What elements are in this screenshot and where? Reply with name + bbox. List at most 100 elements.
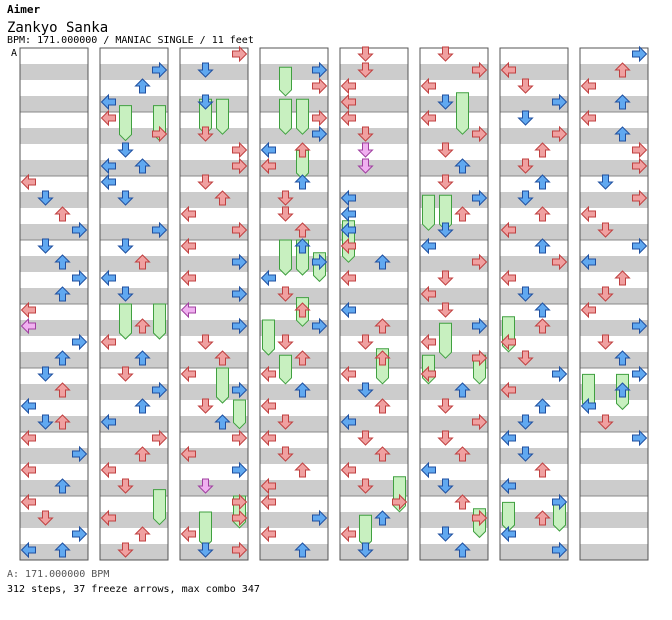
beat-band	[260, 416, 328, 432]
beat-band	[20, 480, 88, 496]
beat-band	[580, 128, 648, 144]
beat-band	[260, 480, 328, 496]
down-arrow	[357, 542, 374, 558]
down-arrow	[357, 334, 374, 350]
right-arrow	[152, 61, 168, 79]
beat-band	[580, 96, 648, 112]
freeze-arrow	[439, 322, 452, 359]
up-arrow	[54, 206, 71, 222]
step-column	[339, 46, 409, 561]
beat-band	[180, 512, 248, 528]
beat-band	[100, 192, 168, 208]
beat-band	[20, 96, 88, 112]
right-arrow	[552, 541, 568, 559]
beat-band	[580, 224, 648, 240]
left-arrow	[340, 269, 356, 287]
up-arrow	[614, 350, 631, 366]
beat-band	[500, 352, 568, 368]
left-arrow	[100, 157, 116, 175]
beat-band	[420, 224, 488, 240]
beat-band	[180, 288, 248, 304]
up-arrow	[54, 254, 71, 270]
right-arrow	[232, 45, 248, 63]
right-arrow	[232, 541, 248, 559]
beat-band	[580, 480, 648, 496]
beat-band	[500, 192, 568, 208]
right-arrow	[632, 45, 648, 63]
beat-band	[20, 352, 88, 368]
beat-band	[20, 544, 88, 560]
beat-band	[500, 160, 568, 176]
beat-band	[340, 192, 408, 208]
up-arrow	[134, 78, 151, 94]
down-arrow	[517, 446, 534, 462]
beat-band	[500, 256, 568, 272]
up-arrow	[294, 222, 311, 238]
column-border	[19, 47, 89, 561]
left-arrow	[500, 221, 516, 239]
up-arrow	[534, 462, 551, 478]
right-arrow	[552, 365, 568, 383]
beat-band	[20, 384, 88, 400]
right-arrow	[472, 349, 488, 367]
freeze-arrow	[233, 399, 246, 430]
beat-band	[20, 416, 88, 432]
down-arrow	[597, 334, 614, 350]
beat-band	[580, 320, 648, 336]
beat-band	[420, 128, 488, 144]
down-arrow	[517, 78, 534, 94]
up-arrow	[214, 414, 231, 430]
beat-band	[340, 352, 408, 368]
up-arrow	[374, 398, 391, 414]
left-arrow	[580, 397, 596, 415]
down-arrow	[197, 174, 214, 190]
step-column	[419, 46, 489, 561]
beat-band	[580, 384, 648, 400]
left-arrow	[420, 365, 436, 383]
left-arrow	[100, 109, 116, 127]
up-arrow	[614, 62, 631, 78]
up-arrow	[374, 350, 391, 366]
right-arrow	[72, 269, 88, 287]
beat-band	[260, 544, 328, 560]
beat-band	[500, 64, 568, 80]
beat-band	[100, 416, 168, 432]
step-stats: 312 steps, 37 freeze arrows, max combo 3…	[7, 584, 260, 595]
up-arrow	[54, 382, 71, 398]
left-arrow	[340, 365, 356, 383]
down-arrow	[357, 158, 374, 174]
up-arrow	[54, 478, 71, 494]
freeze-arrow	[153, 489, 166, 526]
down-arrow	[437, 398, 454, 414]
down-arrow	[117, 478, 134, 494]
beat-band	[100, 384, 168, 400]
right-arrow	[632, 157, 648, 175]
beat-band	[340, 96, 408, 112]
down-arrow	[117, 238, 134, 254]
right-arrow	[232, 509, 248, 527]
beat-band	[20, 288, 88, 304]
left-arrow	[100, 509, 116, 527]
up-arrow	[294, 350, 311, 366]
right-arrow	[232, 253, 248, 271]
beat-band	[420, 288, 488, 304]
freeze-arrow	[279, 98, 292, 135]
left-arrow	[100, 173, 116, 191]
up-arrow	[134, 446, 151, 462]
left-arrow	[180, 365, 196, 383]
up-arrow	[134, 398, 151, 414]
down-arrow	[197, 542, 214, 558]
up-arrow	[454, 446, 471, 462]
up-arrow	[374, 446, 391, 462]
beat-band	[340, 288, 408, 304]
beat-band	[500, 448, 568, 464]
up-arrow	[294, 542, 311, 558]
down-arrow	[197, 334, 214, 350]
beat-band	[100, 288, 168, 304]
beat-band	[580, 512, 648, 528]
freeze-arrow	[216, 98, 229, 135]
beat-band	[180, 544, 248, 560]
left-arrow	[420, 333, 436, 351]
down-arrow	[517, 286, 534, 302]
beat-band	[180, 416, 248, 432]
